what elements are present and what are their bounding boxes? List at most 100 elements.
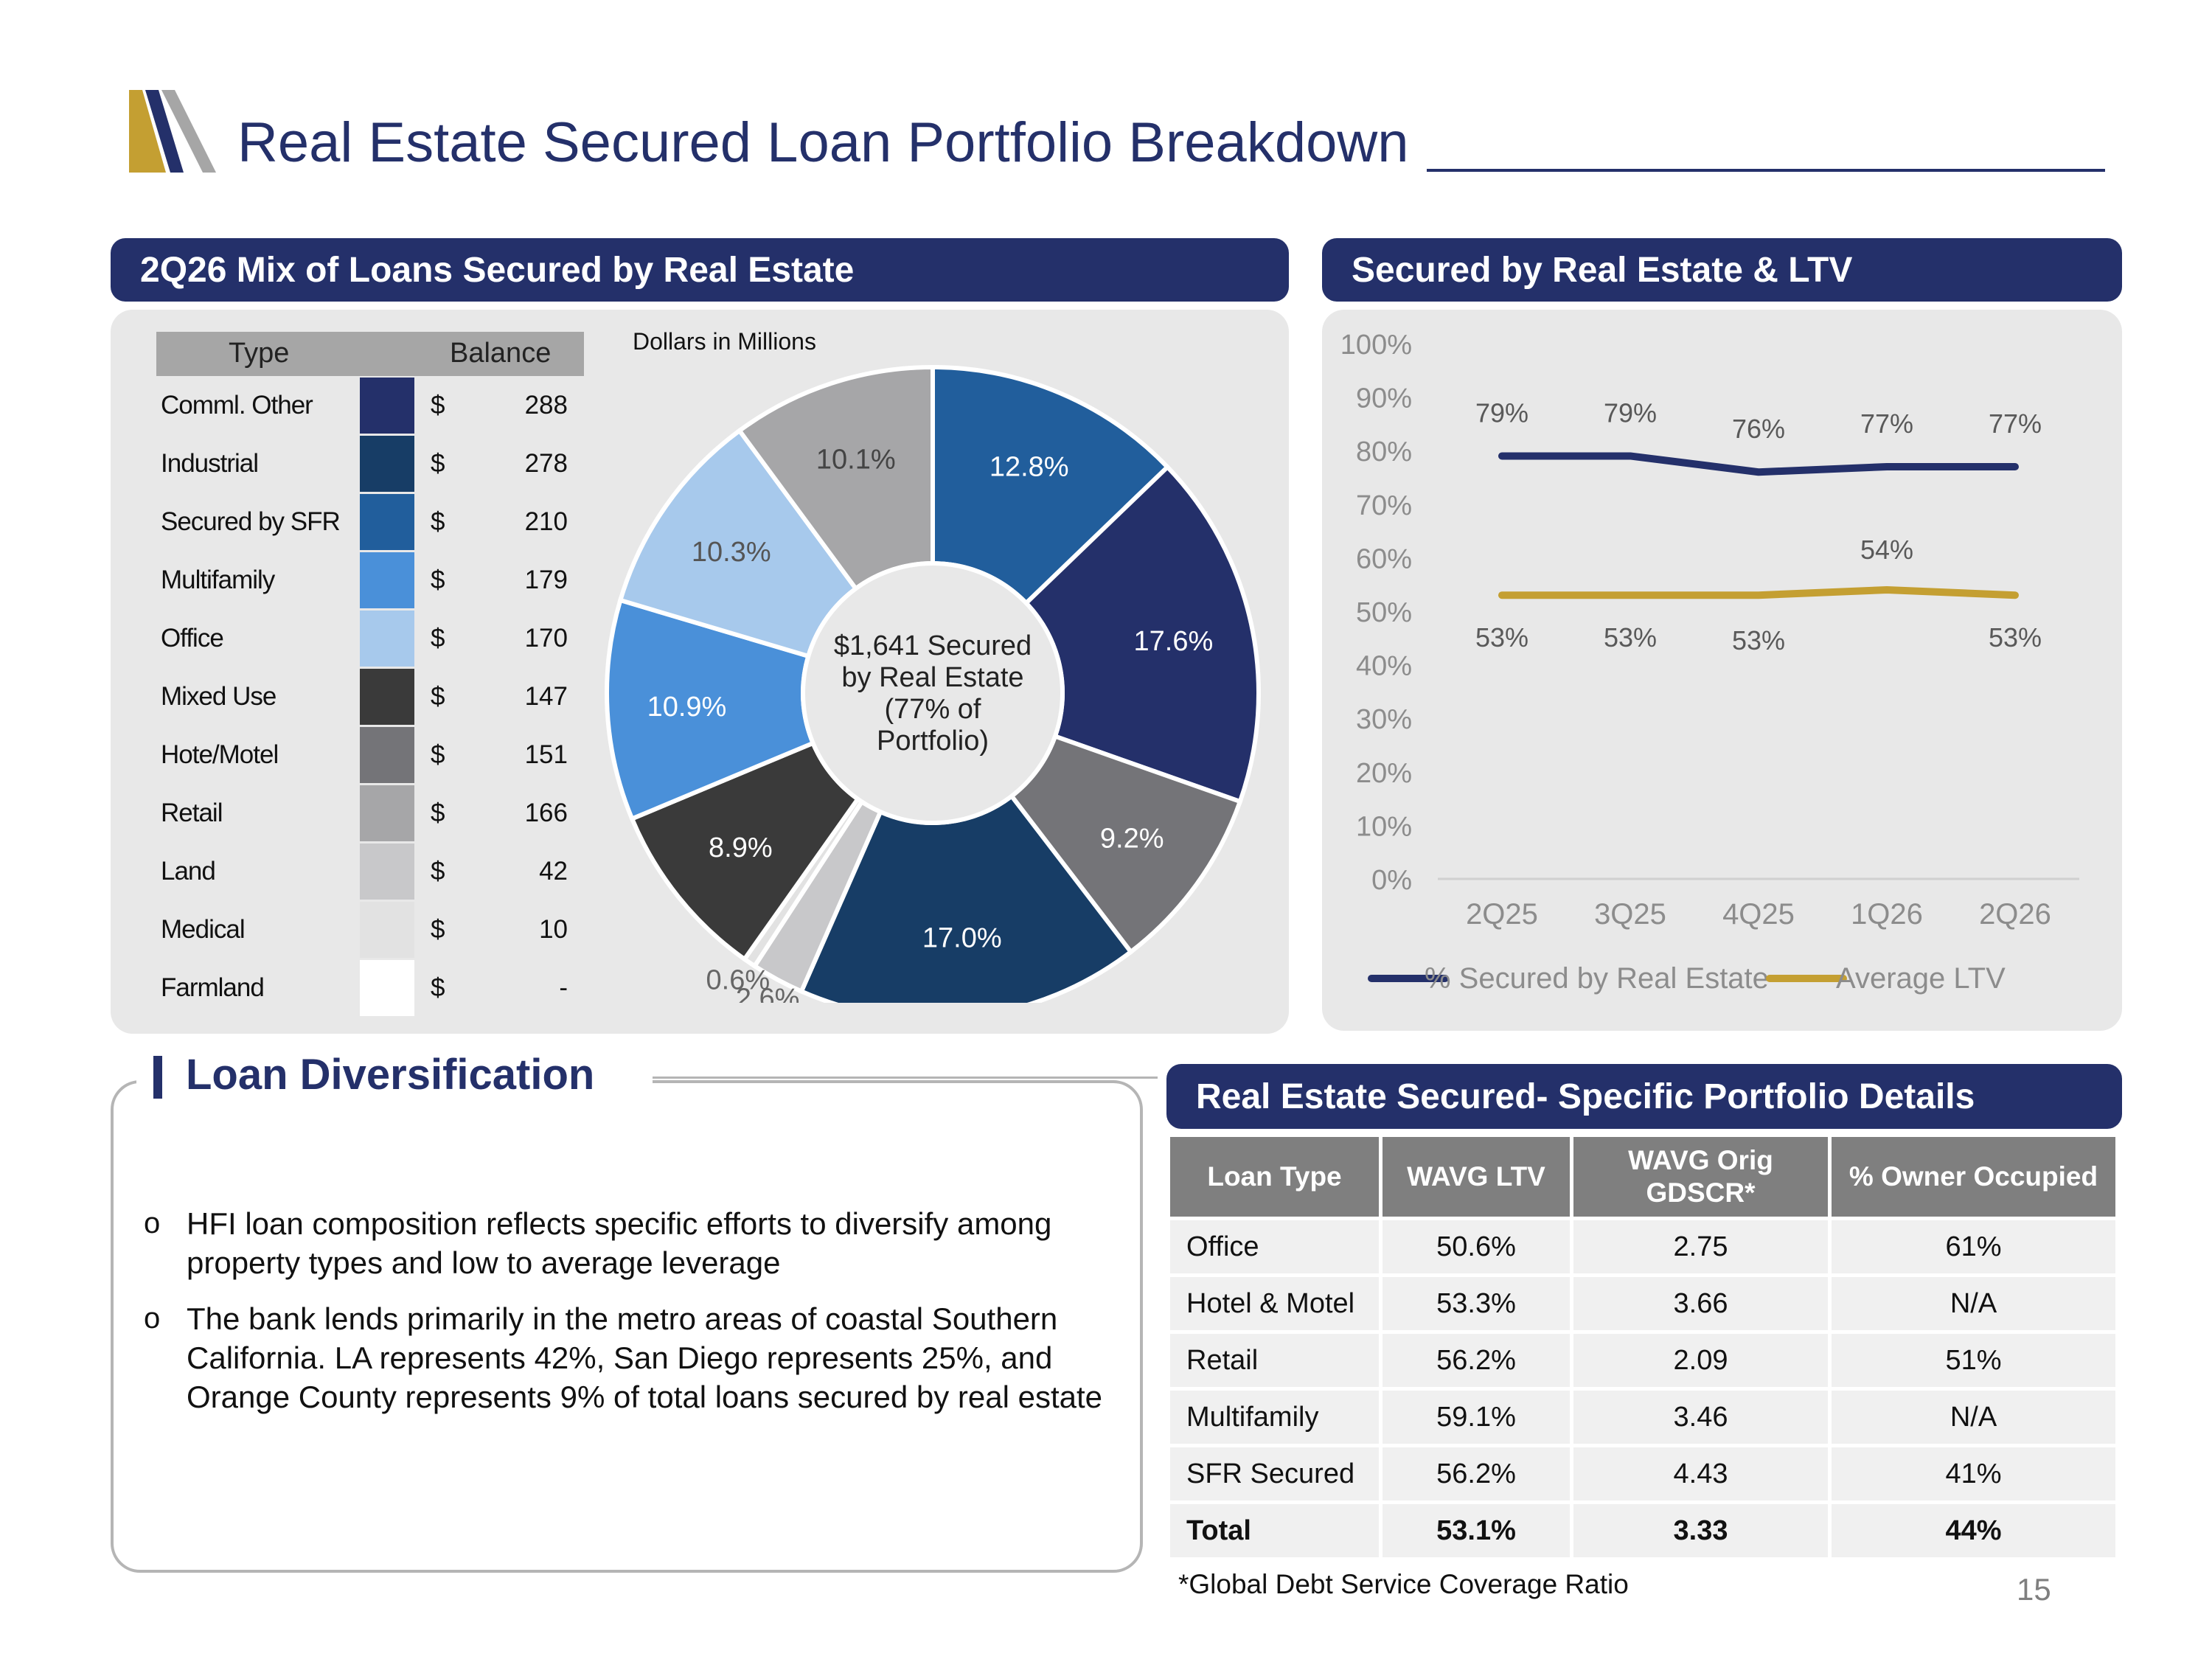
balance-value: 288 (524, 391, 568, 420)
table-cell: 3.33 (1573, 1504, 1828, 1557)
x-tick-label: 2Q26 (1979, 898, 2051, 931)
table-cell: N/A (1832, 1277, 2115, 1330)
table-cell: Multifamily (1170, 1391, 1379, 1444)
currency-symbol: $ (431, 799, 445, 827)
donut-center-label: by Real Estate (841, 662, 1023, 693)
balance-table-row: Industrial $278 (156, 436, 584, 493)
data-label: 79% (1475, 397, 1528, 428)
table-row: Retail 56.2% 2.09 51% (1170, 1334, 2115, 1387)
series-line-1 (1498, 585, 2019, 599)
currency-symbol: $ (431, 915, 445, 944)
balance-table-row: Hote/Motel $151 (156, 727, 584, 785)
balance-table-row: Retail $166 (156, 785, 584, 843)
table-cell: Office (1170, 1220, 1379, 1273)
data-label: 53% (1475, 622, 1528, 653)
loan-type-label: Office (161, 624, 224, 653)
table-cell: 51% (1832, 1334, 2115, 1387)
title-rule (1427, 169, 2105, 172)
balance-value: 179 (524, 566, 568, 594)
pie-slice-label: 17.0% (922, 923, 1002, 954)
data-label: 76% (1732, 414, 1785, 444)
currency-symbol: $ (431, 857, 445, 886)
ltv-section-title: Secured by Real Estate & LTV (1352, 250, 1853, 290)
balance-table-header: Type Balance (156, 332, 584, 376)
legend-swatch (360, 902, 414, 958)
diversification-title-gap (136, 1062, 653, 1106)
pie-slice-label: 10.1% (816, 445, 896, 476)
diversification-title: Loan Diversification (186, 1051, 595, 1099)
currency-symbol: $ (431, 507, 445, 536)
pie-units-note: Dollars in Millions (633, 328, 816, 355)
y-tick-label: 30% (1356, 704, 1412, 735)
data-label: 54% (1860, 535, 1913, 565)
currency-symbol: $ (431, 391, 445, 420)
bullet-text: The bank lends primarily in the metro ar… (187, 1301, 1103, 1414)
data-label: 53% (1989, 622, 2042, 653)
type-column-header: Type (229, 338, 290, 369)
table-cell: 53.1% (1382, 1504, 1570, 1557)
table-cell: Hotel & Motel (1170, 1277, 1379, 1330)
table-cell: 59.1% (1382, 1391, 1570, 1444)
balance-table-row: Secured by SFR $210 (156, 494, 584, 552)
series-line-0 (1498, 452, 2019, 476)
ltv-panel (1322, 310, 2122, 1031)
table-total-row: Total 53.1% 3.33 44% (1170, 1504, 2115, 1557)
y-tick-label: 70% (1356, 490, 1412, 521)
table-row: Hotel & Motel 53.3% 3.66 N/A (1170, 1277, 2115, 1330)
x-tick-label: 2Q25 (1466, 898, 1538, 931)
x-tick-label: 1Q26 (1851, 898, 1923, 931)
currency-symbol: $ (431, 449, 445, 478)
pie-slice-label: 9.2% (1100, 823, 1164, 854)
currency-symbol: $ (431, 740, 445, 769)
y-tick-label: 90% (1356, 383, 1412, 414)
y-tick-label: 80% (1356, 437, 1412, 467)
pie-slice-label: 0.6% (706, 965, 771, 996)
currency-symbol: $ (431, 973, 445, 1002)
balance-table-row: Office $170 (156, 611, 584, 668)
donut-center-label: Portfolio) (877, 726, 989, 757)
legend-swatch (360, 494, 414, 550)
diversification-rule (653, 1077, 1158, 1079)
data-label: 53% (1604, 622, 1657, 653)
balance-value: 278 (524, 449, 568, 478)
table-row: Multifamily 59.1% 3.46 N/A (1170, 1391, 2115, 1444)
balance-value: 151 (524, 740, 568, 769)
owner-occupied-header: % Owner Occupied (1832, 1137, 2115, 1217)
currency-symbol: $ (431, 682, 445, 711)
company-logo (129, 90, 216, 173)
legend-label: Average LTV (1836, 962, 2006, 995)
loan-type-label: Secured by SFR (161, 507, 341, 536)
table-cell: 56.2% (1382, 1334, 1570, 1387)
wavg-ltv-header: WAVG LTV (1382, 1137, 1570, 1217)
loan-type-label: Comml. Other (161, 391, 313, 420)
data-label: 79% (1604, 397, 1657, 428)
currency-symbol: $ (431, 624, 445, 653)
mix-section-header: 2Q26 Mix of Loans Secured by Real Estate (111, 238, 1289, 302)
data-label: 53% (1732, 625, 1785, 655)
bullet-text: HFI loan composition reflects specific e… (187, 1206, 1052, 1280)
balance-value: 170 (524, 624, 568, 653)
table-cell: 53.3% (1382, 1277, 1570, 1330)
mix-section-title: 2Q26 Mix of Loans Secured by Real Estate (140, 250, 855, 290)
balance-table-row: Medical $10 (156, 902, 584, 959)
pie-slice-label: 12.8% (990, 452, 1069, 483)
table-cell: SFR Secured (1170, 1447, 1379, 1500)
balance-value: 210 (524, 507, 568, 536)
data-label: 77% (1989, 408, 2042, 439)
bullet-icon: o (144, 1302, 161, 1335)
ltv-section-header: Secured by Real Estate & LTV (1322, 238, 2122, 302)
legend-swatch (360, 611, 414, 667)
legend-label: % Secured by Real Estate (1425, 962, 1769, 995)
legend-swatch (360, 727, 414, 783)
balance-table-row: Comml. Other $288 (156, 378, 584, 435)
table-cell: 2.75 (1573, 1220, 1828, 1273)
table-row: SFR Secured 56.2% 4.43 41% (1170, 1447, 2115, 1500)
balance-table-row: Farmland $ - (156, 960, 584, 1018)
table-cell: 3.46 (1573, 1391, 1828, 1444)
data-label: 77% (1860, 408, 1913, 439)
diversification-marker (153, 1056, 162, 1099)
balance-column-header: Balance (450, 338, 552, 369)
legend-swatch (360, 785, 414, 841)
balance-table-row: Mixed Use $147 (156, 669, 584, 726)
table-cell: 44% (1832, 1504, 2115, 1557)
